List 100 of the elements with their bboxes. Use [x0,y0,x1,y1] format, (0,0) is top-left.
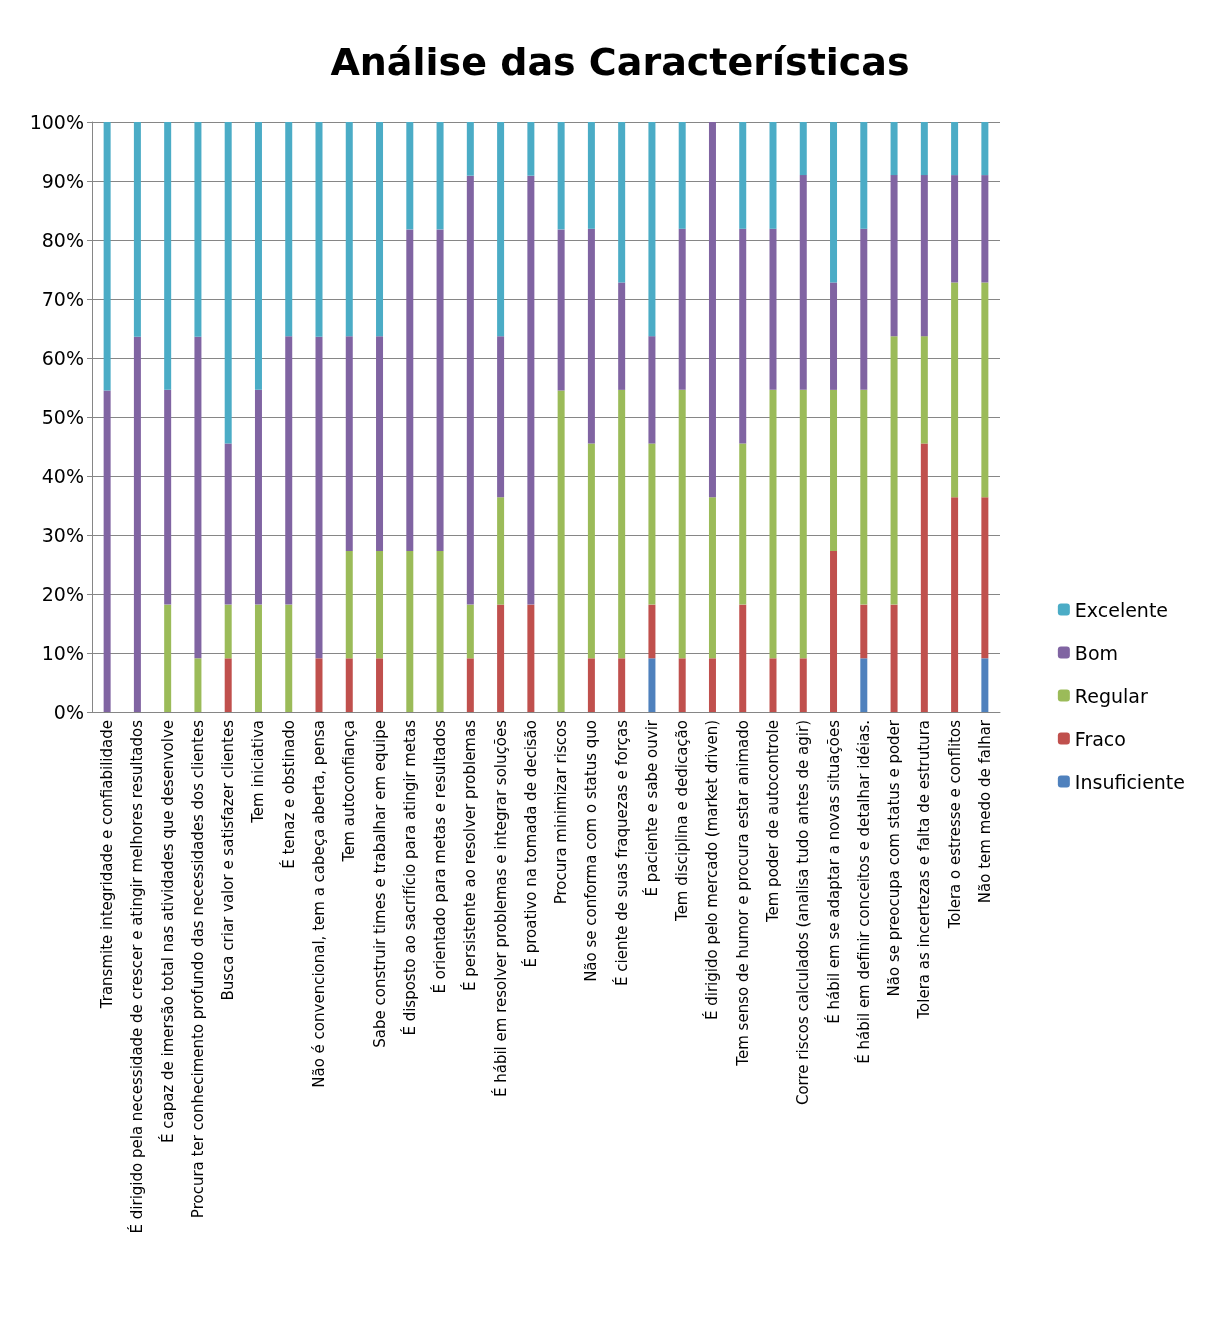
x-tick-label: Tem disciplina e dedicação [673,720,692,922]
bar [497,336,505,498]
y-tick-label: 60% [41,347,84,369]
bar [527,604,535,712]
bar [920,443,928,712]
bar [254,122,262,390]
bar [557,122,565,230]
bar [497,122,505,337]
x-tick-label: É hábil em resolver problemas e integrar soluções [490,719,510,1098]
x-tick-label: Procura minimizar riscos [552,719,571,905]
bar [345,658,353,712]
bar [739,604,747,712]
y-tick-label: 90% [41,170,84,192]
bar [376,122,384,337]
chart-title: Análise das Características [330,40,910,84]
bar [678,389,686,659]
x-tick-label: Transmite integridade e confiabilidade [98,720,117,1010]
y-tick-label: 10% [41,642,84,664]
bar [436,229,444,551]
bar [376,550,384,659]
bar [739,443,747,605]
bar [708,497,716,659]
x-tick-label: Tem iniciativa [249,720,268,824]
bar [466,604,474,659]
y-tick-label: 20% [41,583,84,605]
x-tick-label: É dirigido pela necessidade de crescer e atingir melhores resultados [127,719,147,1234]
x-tick-label: É orientado para metas e resultados [430,719,450,994]
bar [708,122,716,498]
x-tick-label: Tem autoconfiança [340,720,359,863]
bar [194,658,202,712]
bar [769,658,777,712]
x-tick-label: Tem senso de humor e procura estar animado [733,720,752,1067]
bar [769,228,777,390]
bar [618,389,626,659]
y-tick-label: 40% [41,465,84,487]
bar [164,604,172,712]
bar [678,122,686,229]
bar [830,122,838,283]
legend-label: Fraco [1074,727,1126,750]
bar [466,122,474,176]
bar [285,336,293,605]
y-tick-label: 70% [41,288,84,310]
bar [860,604,868,659]
bar [587,443,595,659]
bar [920,175,928,337]
legend-label: Insuficiente [1074,770,1186,793]
bar [981,497,989,659]
bar [981,658,989,712]
x-tick-label: Não se preocupa com status e poder [885,719,904,997]
bar [497,497,505,605]
bar [920,122,928,176]
x-tick-label: É proativo na tomada de decisão [520,720,540,968]
bar [224,604,232,659]
bar [890,122,898,176]
y-tick-label: 0% [53,701,84,723]
legend-label: Excelente [1074,598,1169,621]
bar [557,390,565,712]
bar [951,282,959,498]
y-tick-label: 30% [41,524,84,546]
bar [951,497,959,712]
bar [466,175,474,605]
bar [678,228,686,390]
bar [708,658,716,712]
bar [981,122,989,176]
bar [830,282,838,390]
x-tick-label: Sabe construir times e trabalhar em equipe [370,720,389,1048]
bar [890,336,898,605]
bar [315,658,323,712]
x-tick-label: Tolera as incertezas e falta de estrutura [915,720,934,1020]
bar [527,122,535,176]
x-tick-label: Procura ter conhecimento profundo das necessidades dos clientes [188,719,207,1219]
x-tick-label: Corre riscos calculados (analisa tudo antes de agir) [794,720,813,1106]
bar [527,175,535,605]
bar [406,122,414,230]
x-tick-label: Tolera o estresse e conflitos [945,719,964,930]
bar [769,122,777,229]
bar [799,389,807,659]
bar [920,336,928,444]
bar [345,550,353,659]
x-tick-label: É hábil em definir conceitos e detalhar idéias. [853,720,873,1064]
bar [133,122,141,337]
x-tick-label: É tenaz e obstinado [278,720,298,869]
x-tick-label: Não tem medo de falhar [975,719,994,904]
x-tick-label: É dirigido pelo mercado (market driven) [702,720,722,1021]
bar [345,122,353,337]
bar [890,175,898,337]
bar [830,550,838,712]
y-tick-label: 80% [41,229,84,251]
bar [678,658,686,712]
bar [285,122,293,337]
bar [799,658,807,712]
bar [587,658,595,712]
bar [648,443,656,605]
legend-label: Regular [1074,684,1148,707]
x-tick-label: Busca criar valor e satisfazer clientes [219,719,238,1001]
bar [376,336,384,551]
x-tick-label: Não é convencional, tem a cabeça aberta, pensa [310,720,328,1088]
x-tick-label: É hábil em se adaptar a novas situações [823,719,843,1024]
x-tick-label: É ciente de suas fraquezas e forças [611,719,631,986]
bar [315,336,323,659]
